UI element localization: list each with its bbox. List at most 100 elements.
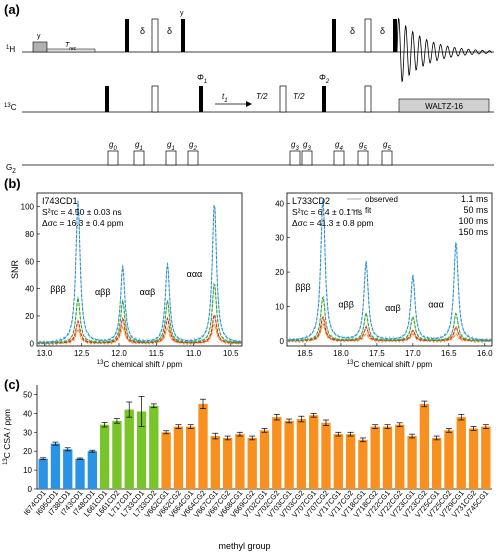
- fit-0-1.1ms: [37, 200, 243, 344]
- legend-observed: observed: [365, 195, 398, 204]
- bar-L661CD1: [99, 424, 110, 489]
- x-tick-label-1-0: 18.5: [297, 349, 313, 358]
- bar-V718CG1: [358, 439, 368, 489]
- bar-V669CG2: [247, 437, 257, 489]
- gradient-label-8: g5: [383, 140, 391, 152]
- h-y-label-1: y: [37, 33, 41, 40]
- peak-label-1-2: ααβ: [385, 303, 401, 313]
- bar-V702CG1: [259, 430, 270, 489]
- x-tick-label-0-1: 12.5: [74, 349, 90, 358]
- delta-1: δ: [140, 26, 145, 36]
- bar-y-tick-label-4: 40: [23, 409, 32, 418]
- waltz-label: WALTZ-16: [425, 102, 463, 111]
- bar-I748CD1: [87, 451, 98, 489]
- spectrum-left: 13.0 12.5 12.0 11.5 11.0 10.5 0 20 40 60 80 100 13C …: [10, 192, 243, 369]
- channel-13c: 13C: [4, 103, 17, 112]
- peak-label-1-0: βββ: [295, 282, 311, 292]
- peak-label-0-3: ααα: [187, 269, 203, 279]
- y-tick-label-0-0: 0: [30, 339, 35, 348]
- bar-x-axis-label: methyl group: [218, 541, 270, 551]
- observed-0-100ms: [36, 314, 243, 346]
- bar-I743CD1: [75, 458, 85, 489]
- bar-V722CG1: [382, 426, 393, 489]
- phi2-label: Φ2: [319, 73, 330, 85]
- bar-y-axis-label: 13C CSA / ppm: [2, 409, 12, 465]
- gradient-8: [381, 150, 393, 166]
- fid-signal: [396, 17, 493, 83]
- bar-y-tick-label-0: 0: [28, 485, 33, 494]
- delta-3: δ: [350, 26, 355, 36]
- bar-V718CG2: [370, 426, 380, 489]
- delta-2: δ: [167, 26, 172, 36]
- csa-0: Δσc = 16.3 ± 0.4 ppm: [42, 218, 124, 228]
- channel-gz: GZ: [6, 163, 16, 175]
- channel-1h: 1H: [6, 45, 15, 54]
- waltz-block: [398, 98, 490, 113]
- y-tick-label-0-5: 100: [21, 203, 35, 212]
- bar-V667CG1: [210, 436, 220, 489]
- bar-y-tick-label-5: 50: [23, 390, 32, 399]
- bar-V667CG2: [222, 437, 233, 489]
- peak-label-1-3: ααα: [428, 299, 444, 309]
- legend-time-2: 100 ms: [458, 216, 488, 226]
- bar-V662CG2: [173, 426, 184, 489]
- bar-V702CG2: [272, 417, 282, 489]
- panel-c-label: (c): [4, 377, 20, 392]
- legend-fit: fit: [365, 206, 372, 215]
- c-pulse-180c: [364, 85, 372, 113]
- gradient-5: [301, 150, 313, 166]
- spectrum-right: 18.5 18.0 17.5 17.0 16.5 16.0 0 10 20 30 40 13C che…: [275, 192, 493, 369]
- x-tick-label-0-3: 11.5: [149, 349, 165, 358]
- csa-1: Δσc = 41.3 ± 0.8 ppm: [292, 218, 374, 228]
- h-pulse-180a: [151, 18, 159, 53]
- c-pulse-90a: [105, 86, 109, 112]
- c-pulse-180a: [151, 85, 159, 113]
- bar-y-tick-label-3: 30: [23, 428, 32, 437]
- gradient-label-3: g2: [189, 140, 197, 152]
- bar-L733CD1: [136, 411, 147, 489]
- gradient-label-4: g3: [291, 140, 299, 152]
- gradient-0: [107, 150, 119, 166]
- bar-L717CD1: [124, 409, 134, 489]
- y-axis-label-0: SNR: [10, 260, 20, 280]
- c-pulse-180b: [279, 85, 287, 113]
- y-tick-label-0-3: 60: [25, 257, 34, 266]
- gradient-label-1: g1: [135, 140, 143, 152]
- y-tick-label-1-1: 10: [275, 302, 284, 311]
- c-pulse-phi1: [199, 86, 203, 112]
- x-tick-label-0-5: 10.5: [223, 349, 239, 358]
- phi1-label: Φ1: [197, 73, 207, 85]
- bar-V703CG2: [296, 419, 307, 489]
- plot-frame-0: [36, 192, 243, 347]
- h-pulse-90b: [181, 19, 185, 52]
- fit-0-100ms: [37, 314, 242, 344]
- legend-time-1: 50 ms: [463, 205, 488, 215]
- bar-V731CG2: [468, 428, 479, 489]
- y-tick-label-0-1: 20: [25, 312, 34, 321]
- gradient-2: [165, 150, 177, 166]
- residue-1: L733CD2: [292, 196, 330, 206]
- t2a-label: T/2: [256, 92, 268, 101]
- legend-time-0: 1.1 ms: [461, 194, 489, 204]
- bar-V722CG2: [395, 424, 405, 489]
- bar-V664CG1: [186, 426, 196, 489]
- bar-I674CD1: [38, 458, 48, 489]
- gradient-label-6: g4: [335, 140, 343, 152]
- x-tick-label-1-5: 16.0: [477, 349, 493, 358]
- bar-V707CG1: [309, 415, 319, 489]
- bar-V717CG1: [333, 434, 343, 489]
- gradient-4: [289, 150, 301, 166]
- plot-frame-1: [286, 192, 493, 347]
- bar-V745CG1: [481, 426, 491, 489]
- bar-V668CG1: [235, 434, 245, 489]
- h-pulse-180b: [364, 18, 372, 53]
- y-tick-label-1-2: 20: [275, 268, 284, 277]
- pulse-sequence: (a) 1H 13C GZ y Trec δ δ y δ δ Φ1 t1: [4, 2, 494, 175]
- y-tick-label-1-0: 0: [280, 337, 285, 346]
- bar-I695CD1: [50, 443, 61, 489]
- fit-1-1.1ms: [286, 198, 492, 341]
- gradient-3: [187, 150, 199, 166]
- bar-L733CD2: [149, 405, 159, 489]
- y-tick-label-1-3: 30: [275, 234, 284, 243]
- peak-label-0-2: ααβ: [140, 287, 156, 297]
